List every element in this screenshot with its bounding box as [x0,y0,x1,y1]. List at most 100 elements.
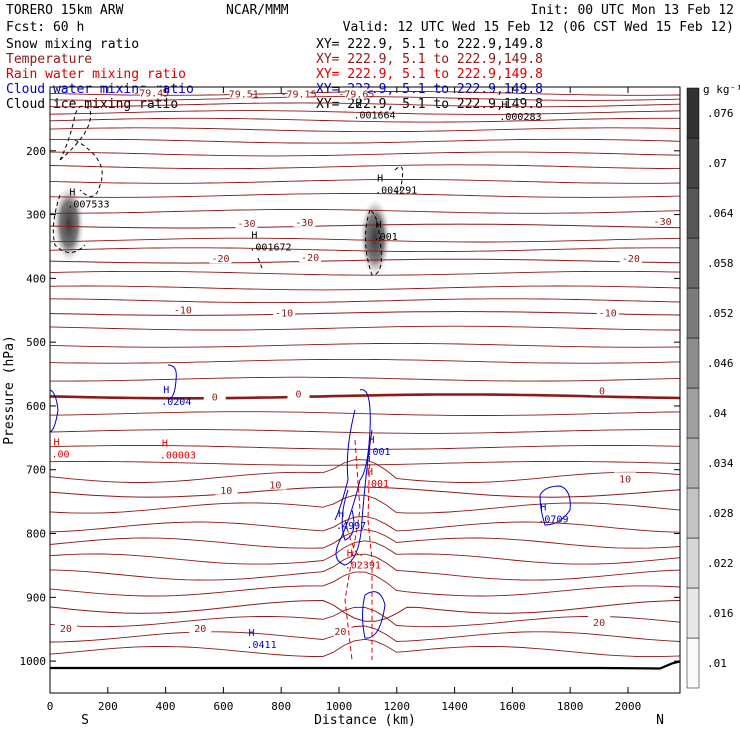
snow-contour [394,166,404,194]
snow-contour [52,194,86,253]
isotherm-line [49,358,681,364]
colorbar-swatch [686,387,700,439]
y-tick-label: 800 [26,528,46,541]
maximum-marker: H [251,231,257,242]
colorbar-level-label: .01 [707,657,727,670]
colorbar-level-label: .07 [707,157,727,170]
isotherm-label-bg [293,215,316,227]
rain-contour [344,439,361,661]
isotherm-line [49,606,681,628]
colorbar-swatch [686,587,700,639]
colorbar-swatch [686,637,700,689]
cloud-water-contour [362,591,386,639]
isotherm-label: -79.15 [280,90,316,101]
center-title: NCAR/MMM [226,3,289,18]
isotherm-line [49,179,681,184]
maximum-value: .004291 [375,185,417,196]
maximum-value: .001 [374,232,398,243]
isotherm-line [49,285,681,291]
south-end-label: S [81,713,89,728]
x-tick-label: 0 [47,700,54,713]
isotherm-label: -20 [622,254,640,265]
x-tick-label: 1200 [384,700,411,713]
forecast-hour: Fcst: 60 h [6,20,84,35]
isotherm-line [49,429,680,434]
plot-frame [49,86,681,694]
colorbar-swatch [686,287,700,339]
isotherm-label-bg [229,87,252,99]
north-end-label: N [656,713,664,728]
isotherm--30 [49,223,681,229]
isotherm-label: 20 [593,618,605,629]
isotherm-label: -10 [599,308,617,319]
isotherm-label-bg [54,622,77,634]
plot-area: -79.45 -79.51 -79.15 -79.65 -30 -30 -30 -20 -20 -… [49,86,681,670]
isotherm-line [50,376,681,382]
isotherm-label-bg [209,252,232,264]
x-tick-label: 200 [98,700,118,713]
rain-contour [367,439,373,660]
isotherm-line [49,540,681,565]
maximum-value: .4997 [336,521,366,532]
isotherm-label-bg [235,217,258,229]
colorbar-level-label: .076 [707,107,734,120]
maximum-value: .001 [365,479,389,490]
maximum-value: .001 [366,447,390,458]
isotherm-line [49,494,681,514]
isotherm-line [49,342,681,348]
maximum-marker: H [69,187,75,198]
isotherm-label-bg [329,624,352,636]
snow-contour [257,257,263,269]
maximum-value: .0411 [247,640,277,651]
isotherm-label-bg [596,306,619,318]
isotherm-line [49,515,681,533]
maximum-marker: H [162,439,168,450]
legend-xy: XY= 222.9, 5.1 to 222.9,149.8 [316,52,543,67]
maximum-value: .00 [51,449,69,460]
colorbar-unit: g kg⁻¹ [703,83,740,96]
isotherm-label: -79.45 [133,88,169,99]
isotherm-label: 20 [334,627,346,638]
isotherm-line [49,102,681,108]
isotherm--20 [49,258,681,264]
colorbar: .01 .016 .022 .028 .034 .04 .046 .052 .058 .064 .0… [686,87,734,689]
isotherm-label: -79.51 [223,90,259,101]
legend-xy: XY= 222.9, 5.1 to 222.9,149.8 [316,97,543,112]
x-tick-label: 1800 [557,700,584,713]
isotherm-line [49,270,681,276]
isotherm-label-bg [588,615,611,627]
isotherm-label-bg [651,215,674,227]
isotherm-line [49,459,681,483]
isotherm-label-bg [140,86,163,98]
maximum-marker: H [368,435,374,446]
isotherm-line [49,117,680,123]
maximum-value: .02391 [345,560,381,571]
isotherm-line [49,193,681,198]
colorbar-level-label: .022 [707,557,734,570]
y-tick-label: 200 [26,145,46,158]
isotherm-line [49,127,681,133]
isotherm-label-bg [171,303,194,315]
isotherm-label: 10 [619,474,631,485]
colorbar-swatch [686,87,700,139]
isotherm-line [49,529,681,549]
x-tick-label: 1400 [441,700,468,713]
maximum-value: .007533 [67,199,109,210]
colorbar-level-label: .052 [707,307,734,320]
cloud-water-contour [49,389,59,433]
isotherm-label: -10 [275,308,293,319]
isotherm-label: 20 [60,624,72,635]
isotherm-label: 0 [296,389,302,400]
x-tick-label: 1000 [326,700,353,713]
legend-xy: XY= 222.9, 5.1 to 222.9,149.8 [316,82,543,97]
maximum-marker: H [347,548,353,559]
isotherm-label: 10 [269,481,281,492]
isotherm-line [49,625,681,643]
isotherm-label: -20 [211,254,229,265]
isotherm-label: 10 [220,486,232,497]
isotherm-label: 0 [212,393,218,404]
isotherm-label: -30 [295,218,313,229]
x-tick-label: 1600 [499,700,526,713]
maximum-marker: H [377,173,383,184]
